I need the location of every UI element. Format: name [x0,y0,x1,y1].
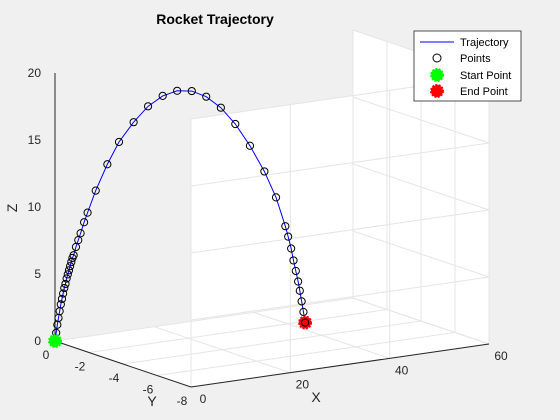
trajectory-point [59,289,68,298]
y-gridline [156,64,456,376]
legend-circle-icon [432,53,442,63]
legend-label-points: Points [460,53,491,65]
z-tick-label: 10 [28,200,42,214]
trajectory-point [114,137,124,147]
trajectory-point [294,277,303,286]
end-point-outline [301,318,310,327]
y-tick-label: -4 [109,371,120,385]
y-tick-label: -6 [143,383,154,397]
trajectory-point [76,229,85,238]
x-tick-label: 40 [395,363,409,377]
trajectory-line [54,90,306,342]
z-axis-label: Z [4,203,20,212]
start-point-marker [48,334,62,348]
trajectory-point [271,193,281,202]
trajectory-point [158,91,167,101]
z-tick-label: 5 [34,267,41,281]
axis-lines [54,73,490,388]
plot-content [48,86,313,348]
legend-item-points: Points [432,53,491,65]
end-point-marker [298,315,313,330]
trajectory-point [62,274,71,283]
trajectory-point [60,283,69,293]
legend-label-start: Start Point [460,70,511,82]
trajectory-point [83,208,92,217]
trajectory-point [287,244,296,253]
trajectory-point [66,262,75,271]
trajectory-point [61,279,70,289]
trajectory-point [143,102,153,111]
axes-3d[interactable]: 0 5 10 15 20 0 -2 -4 -6 -8 0 20 40 60 [28,29,508,408]
trajectory-point [79,218,89,227]
trajectory-point [91,186,100,195]
legend-end-icon [430,84,444,98]
trajectory-point [129,118,138,127]
trajectory-point [57,294,67,304]
z-tick-label: 0 [34,334,41,348]
tick-labels: 0 5 10 15 20 0 -2 -4 -6 -8 0 20 40 60 [28,66,508,408]
y-tick-label: 0 [43,348,50,362]
trajectory-point [297,297,306,306]
y-axis-label: Y [147,393,157,409]
legend-label-end: End Point [460,86,508,98]
trajectory-point [173,86,182,95]
trajectory-point [295,286,304,295]
trajectory-point [245,141,255,150]
trajectory-point [216,103,225,112]
y-gridline [54,30,354,342]
trajectory-point [103,160,112,169]
legend-item-end: End Point [430,84,508,98]
x-tick-label: 0 [200,392,207,406]
y-tick-label: -8 [177,394,188,408]
chart-title: Rocket Trajectory [156,11,274,27]
legend-item-start: Start Point [430,68,511,82]
x-tick-label: 60 [494,349,508,363]
z-tick-label: 20 [28,66,42,80]
trajectory-point [231,119,240,129]
legend-item-trajectory: Trajectory [420,37,509,49]
y-gridline [122,53,422,365]
trajectory-point [202,92,211,101]
trajectory-point [284,232,293,241]
legend-label-trajectory: Trajectory [460,37,509,49]
trajectory-point [260,167,269,176]
trajectory-point [187,86,196,96]
legend-start-icon [430,68,444,82]
y-axis-line [54,340,192,388]
trajectory-point [63,270,72,279]
trajectory-point [291,266,300,276]
legend[interactable]: Trajectory Points Start Point End Point [413,30,522,102]
y-tick-label: -2 [75,360,86,374]
y-gridline [88,41,388,353]
x-axis-label: X [311,389,321,405]
trajectory-point [289,256,298,265]
z-tick-label: 15 [28,133,42,147]
trajectory-point [69,251,78,260]
x-tick-label: 20 [296,378,310,392]
trajectory-point [64,266,74,275]
trajectory-point [299,307,308,317]
trajectory-point [281,222,290,231]
x-axis-line [190,343,490,388]
trajectory-point [56,300,65,309]
